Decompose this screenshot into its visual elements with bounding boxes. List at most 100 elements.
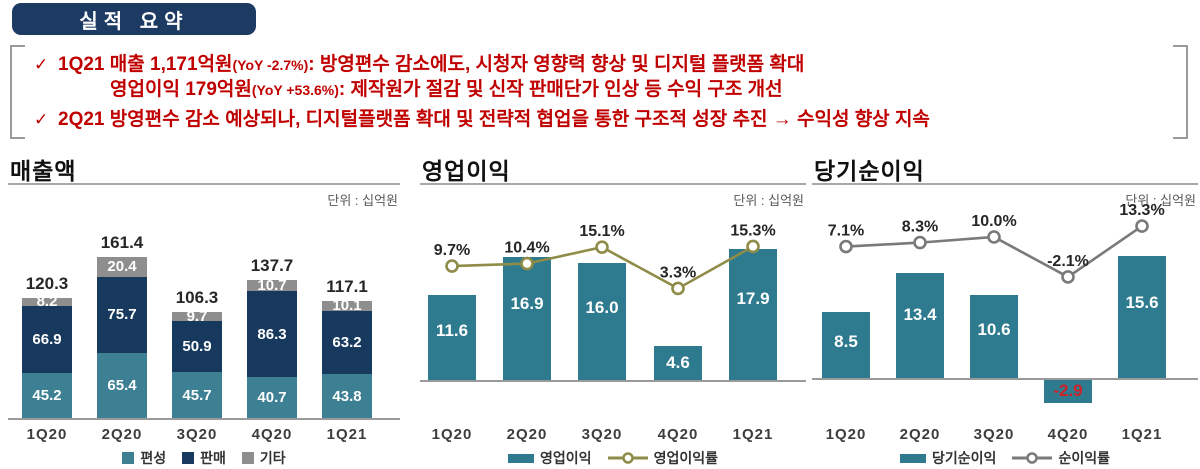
divider xyxy=(8,183,400,185)
legend-item: 판매 xyxy=(182,448,226,468)
divider xyxy=(420,183,806,185)
bar-3Q20 xyxy=(578,263,626,380)
bar-total-label: 161.4 xyxy=(100,232,144,252)
summary-bullet-2q21: ✓ 2Q21 방영편수 감소 예상되나, 디지털플랫폼 확대 및 전략적 협업을… xyxy=(34,108,1164,133)
summary-bullet-1q21: ✓ 1Q21 매출 1,171억원(YoY -2.7%): 방영편수 감소에도,… xyxy=(34,53,1164,103)
legend-swatch xyxy=(122,452,135,464)
unit-label: 단위 : 십억원 xyxy=(733,193,804,208)
bar-4Q20 xyxy=(654,346,702,380)
chart-title: 당기순이익 xyxy=(814,158,925,184)
pct-label: 13.3% xyxy=(1119,202,1164,219)
bar-segment-판매: 50.9 xyxy=(172,321,222,373)
bullet-text-block: 1Q21 매출 1,171억원(YoY -2.7%): 방영편수 감소에도, 시… xyxy=(58,53,1164,103)
bar-total-label: 106.3 xyxy=(175,287,219,307)
bar-value-label: 8.5 xyxy=(834,331,858,351)
bar-segment-판매: 75.7 xyxy=(97,276,147,353)
bar-segment-기타: 10.7 xyxy=(247,278,297,293)
bar-value-label: 16.0 xyxy=(585,298,619,318)
bar-segment-기타: 20.4 xyxy=(97,256,147,277)
bullet-text-block: 2Q21 방영편수 감소 예상되나, 디지털플랫폼 확대 및 전략적 협업을 통… xyxy=(58,108,1164,133)
legend-label: 기타 xyxy=(259,450,286,466)
pct-label: 8.3% xyxy=(902,219,938,236)
bar-segment-value: 66.9 xyxy=(32,330,62,348)
chart-revenue: 매출액 단위 : 십억원 45.2 66.9 8.2 120.3 1Q20 65.4 75.… xyxy=(8,152,400,469)
x-axis-line xyxy=(420,380,806,382)
chart-title: 매출액 xyxy=(10,158,77,184)
x-axis-label: 1Q21 xyxy=(732,426,774,443)
bar-segment-기타: 10.1 xyxy=(322,298,372,313)
bar-1Q21 xyxy=(1118,256,1166,378)
bar-segment-value: 43.8 xyxy=(332,387,362,405)
bar-segment-편성: 65.4 xyxy=(97,352,147,418)
bar-value-label: 10.6 xyxy=(977,320,1011,340)
legend-item: 영업이익률 xyxy=(607,448,718,468)
bar-segment-value: 45.7 xyxy=(182,386,212,404)
unit-label: 단위 : 십억원 xyxy=(327,193,398,208)
x-axis-label: 4Q20 xyxy=(1047,426,1089,443)
x-axis-line xyxy=(812,378,1198,380)
bar-value-label: 13.4 xyxy=(903,304,937,324)
legend-item: 편성 xyxy=(122,448,166,468)
chart-net-income: 당기순이익 단위 : 십억원 8.5 1Q20 13.4 2Q20 10.6 3Q20 -2… xyxy=(812,152,1198,469)
bar-value-label: 4.6 xyxy=(666,353,690,373)
bar-1Q20 xyxy=(428,295,476,380)
line-marker xyxy=(595,240,609,254)
plot-area: 8.5 1Q20 13.4 2Q20 10.6 3Q20 -2.9 4Q20 15.6 1Q21 7… xyxy=(812,152,1198,469)
pct-label: 7.1% xyxy=(828,223,864,240)
legend-label: 편성 xyxy=(140,450,167,466)
unit-label: 단위 : 십억원 xyxy=(1125,193,1196,208)
legend-swatch-bar xyxy=(900,453,927,463)
bullet-text: 2Q21 방영편수 감소 예상되나, 디지털플랫폼 확대 및 전략적 협업을 통… xyxy=(58,109,930,130)
bullet-text: : 방영편수 감소에도, 시청자 영향력 향상 및 디지털 플랫폼 확대 xyxy=(308,54,805,75)
legend: 당기순이익 순이익률 xyxy=(812,448,1198,468)
bar-segment-편성: 40.7 xyxy=(247,377,297,418)
bar-segment-value: 40.7 xyxy=(257,389,287,407)
legend-line-swatch xyxy=(1012,452,1053,464)
line-marker xyxy=(839,239,853,254)
bar-total-label: 117.1 xyxy=(326,276,368,296)
x-axis-label: 3Q20 xyxy=(176,426,218,443)
bullet-text: 영업이익 179억원 xyxy=(110,79,252,100)
legend-label: 당기순이익 xyxy=(932,450,997,466)
bar-segment-편성: 43.8 xyxy=(322,374,372,418)
bullet-text: 1Q21 매출 1,171억원 xyxy=(58,54,233,75)
bar-value-label: 16.9 xyxy=(510,293,544,313)
legend: 영업이익 영업이익률 xyxy=(420,448,806,468)
x-axis-line xyxy=(8,418,400,420)
bar-segment-value: 50.9 xyxy=(182,338,212,356)
legend-item: 기타 xyxy=(241,448,286,468)
x-axis-label: 4Q20 xyxy=(657,426,699,443)
bar-total-label: 137.7 xyxy=(250,256,294,276)
chart-operating-profit: 영업이익 단위 : 십억원 11.6 1Q20 16.9 2Q20 16.0 3Q20 4.… xyxy=(420,152,806,469)
bracket-left xyxy=(10,45,25,139)
bar-segment-value: 8.2 xyxy=(36,293,58,311)
legend-label: 순이익률 xyxy=(1058,450,1110,466)
bullet-line-1: 2Q21 방영편수 감소 예상되나, 디지털플랫폼 확대 및 전략적 협업을 통… xyxy=(58,108,1164,133)
x-axis-label: 1Q20 xyxy=(825,426,867,443)
legend-item: 순이익률 xyxy=(1012,448,1110,468)
pct-label: 9.7% xyxy=(434,242,470,259)
line-marker xyxy=(1135,219,1149,233)
bullet-text: : 제작원가 절감 및 신작 판매단가 인상 등 수익 구조 개선 xyxy=(338,79,783,100)
bar-value-label: 17.9 xyxy=(736,288,770,308)
legend-swatch-bar xyxy=(508,453,535,463)
check-icon: ✓ xyxy=(34,55,49,74)
legend-label: 판매 xyxy=(200,450,226,466)
summary-box: ✓ 1Q21 매출 1,171억원(YoY -2.7%): 방영편수 감소에도,… xyxy=(10,45,1188,139)
bar-segment-편성: 45.2 xyxy=(22,372,72,418)
legend-swatch xyxy=(241,452,254,464)
legend-item: 영업이익 xyxy=(508,448,592,468)
chart-title: 영업이익 xyxy=(422,158,511,184)
bullet-yoy-note: (YoY -2.7%) xyxy=(232,57,309,73)
page-title: 실적 요약 xyxy=(12,3,256,35)
legend-label: 영업이익률 xyxy=(653,450,718,466)
x-axis-label: 4Q20 xyxy=(251,426,293,443)
x-axis-label: 3Q20 xyxy=(581,426,623,443)
bar-segment-기타: 8.2 xyxy=(22,294,72,309)
x-axis-label: 2Q20 xyxy=(899,426,941,443)
pct-label: 10.0% xyxy=(971,213,1016,230)
bar-4Q20 xyxy=(1044,380,1092,403)
trend-line xyxy=(845,225,1143,279)
pct-label: 10.4% xyxy=(504,240,549,257)
x-axis-label: 1Q20 xyxy=(26,426,68,443)
